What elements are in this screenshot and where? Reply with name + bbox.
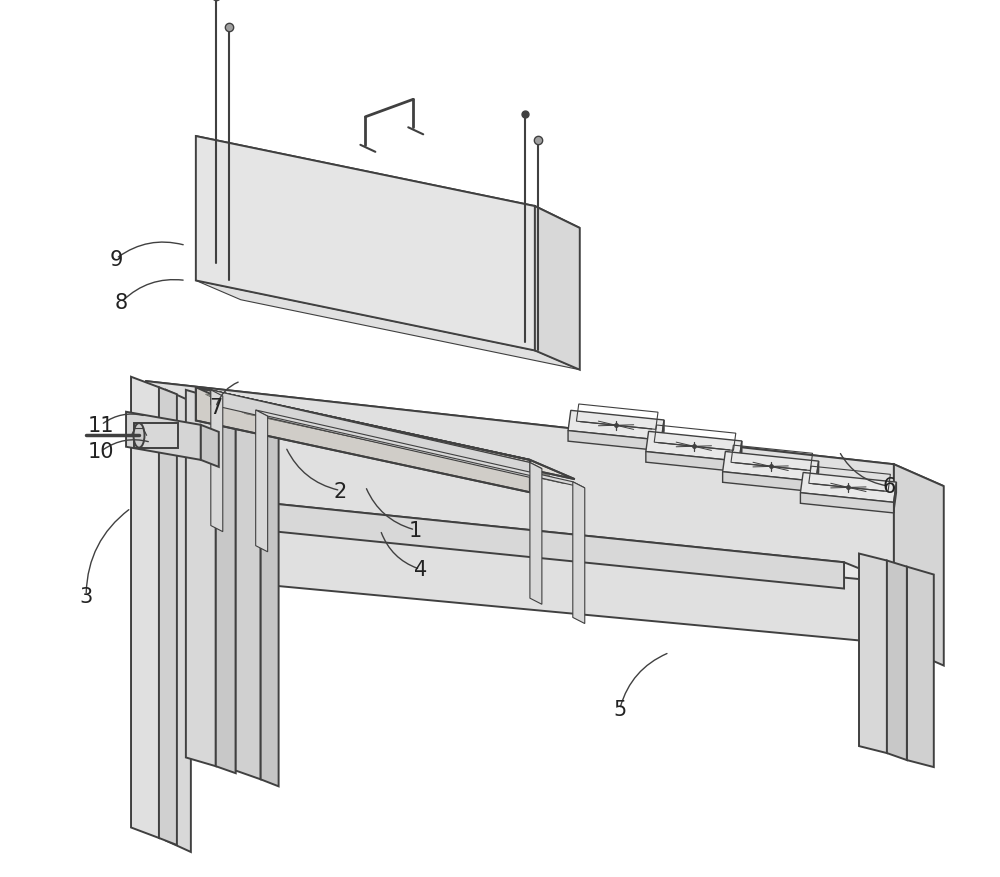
Polygon shape [907, 567, 934, 767]
Polygon shape [816, 461, 819, 492]
Text: 10: 10 [88, 442, 114, 461]
Polygon shape [196, 388, 530, 493]
Polygon shape [134, 424, 178, 448]
Polygon shape [646, 452, 739, 472]
Polygon shape [211, 390, 223, 532]
Polygon shape [887, 561, 907, 760]
Polygon shape [800, 473, 896, 503]
Polygon shape [573, 482, 585, 624]
Polygon shape [256, 410, 268, 553]
Polygon shape [131, 377, 159, 838]
Text: 4: 4 [414, 560, 427, 580]
Polygon shape [211, 390, 542, 469]
Text: 11: 11 [88, 416, 114, 435]
Polygon shape [196, 137, 535, 351]
Polygon shape [859, 554, 887, 753]
Polygon shape [201, 425, 219, 467]
Polygon shape [211, 390, 530, 478]
Polygon shape [661, 420, 664, 452]
Polygon shape [261, 414, 279, 787]
Polygon shape [146, 491, 844, 588]
Polygon shape [894, 482, 896, 513]
Text: 2: 2 [334, 481, 347, 501]
Text: 8: 8 [114, 293, 128, 313]
Polygon shape [186, 390, 216, 766]
Polygon shape [159, 388, 177, 845]
Polygon shape [723, 452, 819, 481]
Polygon shape [166, 390, 191, 852]
Polygon shape [196, 282, 580, 370]
Text: 3: 3 [80, 586, 93, 606]
Text: 9: 9 [109, 249, 123, 269]
Polygon shape [739, 441, 742, 472]
Polygon shape [146, 491, 894, 582]
Polygon shape [206, 395, 565, 484]
Polygon shape [535, 207, 580, 370]
Polygon shape [568, 410, 664, 440]
Polygon shape [723, 472, 816, 492]
Polygon shape [146, 381, 944, 487]
Text: 1: 1 [409, 520, 422, 540]
Polygon shape [256, 410, 585, 488]
Polygon shape [894, 465, 944, 666]
Polygon shape [568, 431, 661, 452]
Text: 5: 5 [613, 700, 626, 719]
Polygon shape [196, 388, 575, 480]
Polygon shape [146, 381, 894, 644]
Polygon shape [216, 399, 236, 774]
Text: 6: 6 [882, 476, 896, 496]
Polygon shape [236, 405, 261, 780]
Ellipse shape [134, 424, 144, 448]
Polygon shape [800, 493, 894, 513]
Polygon shape [196, 137, 580, 229]
Polygon shape [126, 412, 201, 460]
Polygon shape [646, 431, 742, 461]
Text: 7: 7 [209, 398, 222, 418]
Polygon shape [530, 463, 542, 604]
